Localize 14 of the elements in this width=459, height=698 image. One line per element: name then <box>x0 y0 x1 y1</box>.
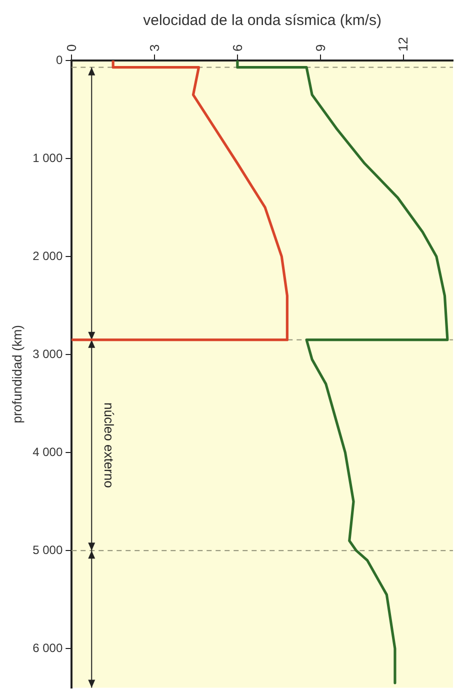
x-tick-label: 0 <box>64 44 80 52</box>
annotation: núcleo externo <box>102 402 117 488</box>
y-tick-label: 4 000 <box>32 444 63 459</box>
x-tick-label: 9 <box>312 44 328 52</box>
y-tick-label: 1 000 <box>32 150 63 165</box>
y-tick-label: 2 000 <box>32 248 63 263</box>
y-tick-label: 3 000 <box>32 346 63 361</box>
x-tick-label: 12 <box>396 36 411 52</box>
y-tick-label: 5 000 <box>32 542 63 557</box>
y-axis-title: profundidad (km) <box>9 324 24 424</box>
y-tick-label: 6 000 <box>32 640 63 655</box>
x-tick-label: 3 <box>147 44 162 52</box>
x-tick-label: 6 <box>230 44 245 52</box>
x-axis-title: velocidad de la onda sísmica (km/s) <box>143 12 382 30</box>
